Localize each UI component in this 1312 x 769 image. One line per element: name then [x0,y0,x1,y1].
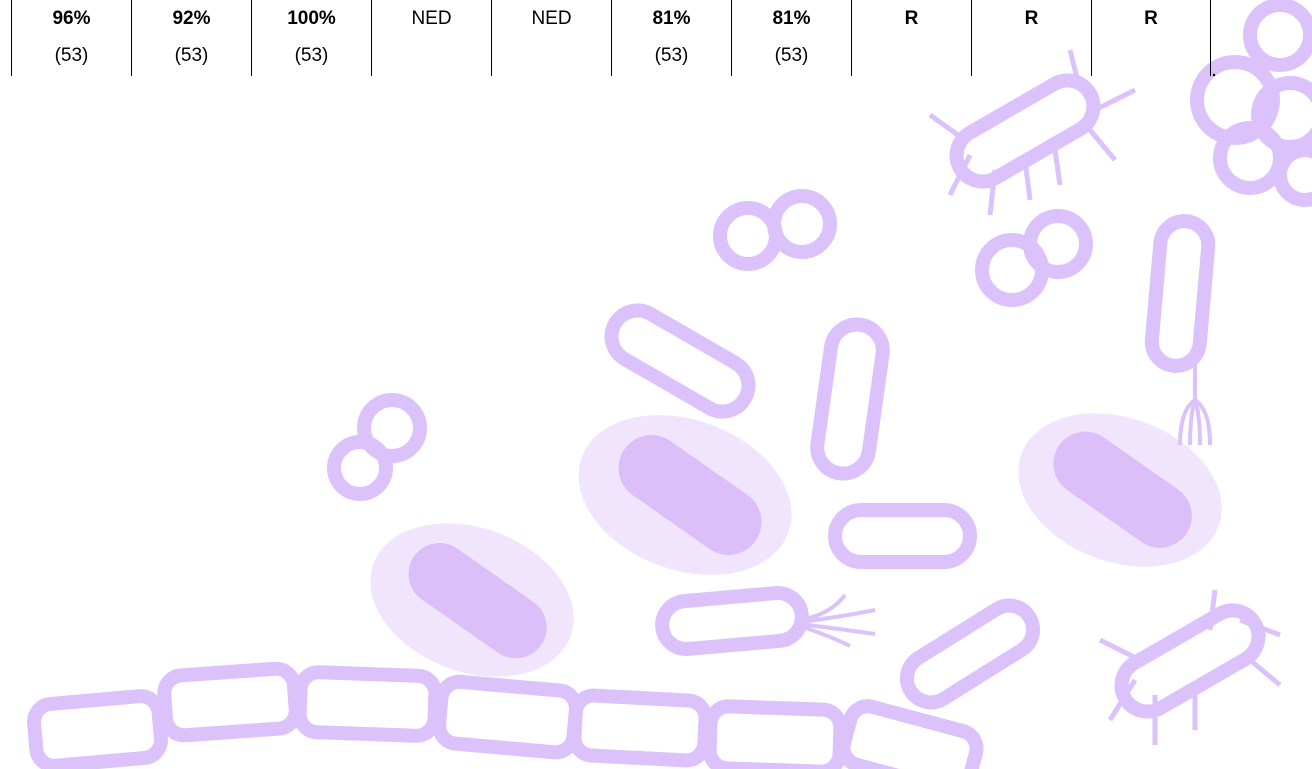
table-row: 96% (53) 92% (53) 100% (53) NED NED 81% (53) 81% (5… [11,0,1211,76]
cell-count: (53) [654,45,689,66]
cell-value: 81% [652,8,691,29]
rod-bacteria [604,214,1216,710]
table-cell: R [971,0,1091,76]
cell-value: 96% [52,8,91,29]
cell-value: NED [531,8,572,29]
cell-value: R [1144,8,1158,29]
flagellated-bacteria [928,49,1282,745]
table-cell: R [851,0,971,76]
dot [1212,73,1216,77]
cell-value: 100% [287,8,336,29]
cell-value: R [1024,8,1039,29]
cell-count: (53) [774,45,809,66]
table-cell: 81% (53) [611,0,731,76]
staphylococci [1190,0,1312,207]
table-cell: 92% (53) [131,0,251,76]
cell-value: 92% [172,8,211,29]
cell-value: R [904,8,919,29]
cell-count: (53) [294,45,329,66]
table-cell: 100% (53) [251,0,371,76]
table-cell: R [1091,0,1211,76]
table-cell: 81% (53) [731,0,851,76]
table-cell: NED [491,0,611,76]
table-cell: NED [371,0,491,76]
cell-count: (53) [174,45,209,66]
fuzzy-bacteria [370,413,1222,677]
bacteria-chain [27,661,984,769]
cell-count: (53) [54,45,89,66]
diplococci [327,189,1093,501]
table-cell: 96% (53) [11,0,131,76]
cell-value: NED [411,8,452,29]
cell-value: 81% [772,8,811,29]
